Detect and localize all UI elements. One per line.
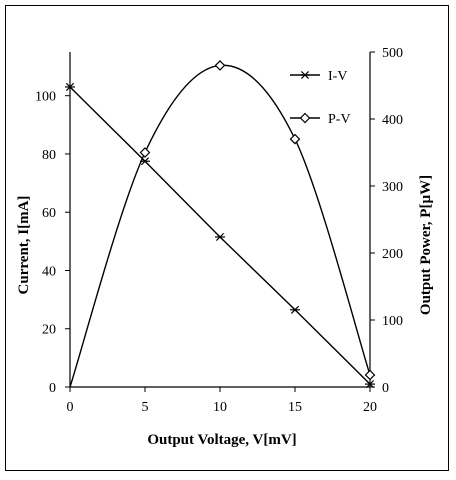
left-y-tick-label: 60 [42,206,56,221]
legend-pv-label: P-V [328,112,351,127]
iv-data-point [290,305,300,314]
iv-data-point [215,232,225,242]
series-layer [65,60,376,389]
right-y-tick-label: 200 [382,247,403,262]
left-y-tick-label: 80 [42,148,56,163]
left-y-tick-label: 20 [42,323,56,338]
pv-data-point [214,60,226,71]
x-tick-label: 15 [288,400,302,415]
iv-data-point [365,380,375,389]
legend-iv-label: I-V [328,69,347,84]
right-y-axis-title: Output Power, P[µW] [418,175,434,315]
left-y-tick-label: 100 [35,90,56,105]
left-y-tick-label: 40 [42,264,56,279]
chart-frame [5,5,449,471]
left-y-tick-label: 0 [49,381,56,396]
right-y-tick-label: 300 [382,180,403,195]
x-tick-label: 5 [142,400,149,415]
right-y-tick-label: 0 [382,381,389,396]
left-y-axis-title: Current, I[mA] [16,196,32,295]
iv-data-point [140,157,150,166]
pv-data-point [139,147,151,158]
legend-pv-marker [299,112,311,124]
right-y-tick-label: 500 [382,46,403,61]
x-axis-title: Output Voltage, V[mV] [147,432,296,448]
right-y-tick-label: 400 [382,113,403,128]
x-tick-label: 0 [67,400,74,415]
right-y-tick-label: 100 [382,314,403,329]
x-tick-label: 20 [363,400,377,415]
x-tick-label: 10 [213,400,227,415]
pv-data-point [364,369,376,381]
legend-iv-marker [300,70,310,80]
pv-data-point [289,133,301,145]
iv-data-point [65,82,75,91]
legend: I-V P-V [290,69,351,127]
